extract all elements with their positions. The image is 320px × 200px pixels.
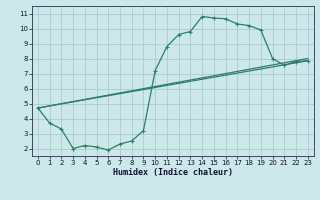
X-axis label: Humidex (Indice chaleur): Humidex (Indice chaleur) (113, 168, 233, 177)
